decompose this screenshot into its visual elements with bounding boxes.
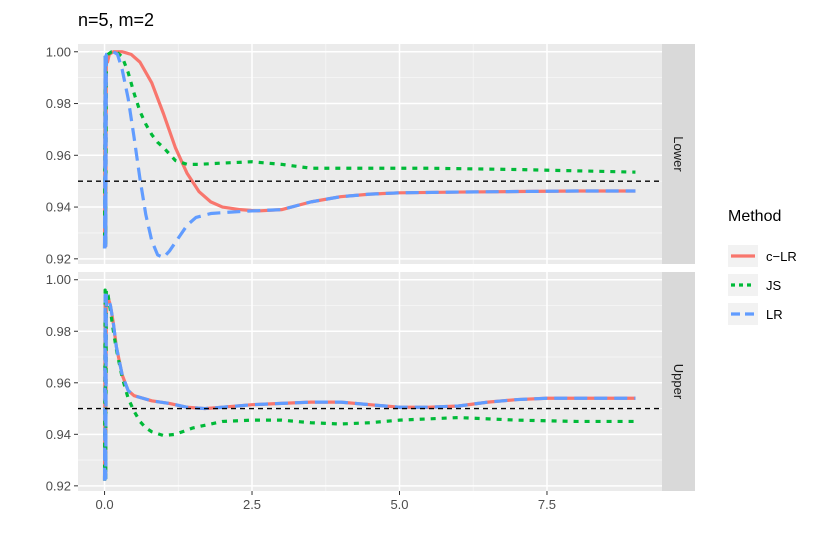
facet-strip <box>662 272 695 491</box>
y-tick-label: 0.92 <box>46 251 71 266</box>
y-tick-label: 0.96 <box>46 375 71 390</box>
y-tick-label: 1.00 <box>46 44 71 59</box>
x-axis: 0.0 2.5 5.0 7.5 <box>96 491 556 512</box>
series-line-js <box>102 50 636 249</box>
x-tick-label: 0.0 <box>96 497 114 512</box>
y-tick-label: 0.96 <box>46 148 71 163</box>
legend: Method c−LR JS LR <box>728 208 797 325</box>
facet-strip-label: Upper <box>671 364 686 400</box>
y-tick-label: 0.98 <box>46 96 71 111</box>
facet-strip <box>662 44 695 264</box>
legend-label-c-lr: c−LR <box>766 249 797 264</box>
x-tick-label: 2.5 <box>243 497 261 512</box>
legend-label-js: JS <box>766 278 782 293</box>
series-line-lr <box>102 293 636 481</box>
y-tick-label: 0.94 <box>46 427 71 442</box>
x-tick-label: 5.0 <box>390 497 408 512</box>
legend-title: Method <box>728 208 781 225</box>
y-tick-label: 0.98 <box>46 324 71 339</box>
facet-strip-label: Lower <box>671 136 686 172</box>
panel-background <box>78 272 662 491</box>
chart-title: n=5, m=2 <box>78 10 154 30</box>
y-tick-label: 0.92 <box>46 478 71 493</box>
series-line-lr <box>102 50 636 260</box>
panel-background <box>78 44 662 264</box>
y-tick-label: 0.94 <box>46 200 71 215</box>
y-tick-label: 1.00 <box>46 272 71 287</box>
legend-label-lr: LR <box>766 307 783 322</box>
legend-key-box <box>728 303 758 325</box>
panel-lower: 0.92 0.94 0.96 0.98 1.00 Lower <box>46 44 695 266</box>
panel-upper: 0.92 0.94 0.96 0.98 1.00 Upper <box>46 272 695 493</box>
x-tick-label: 7.5 <box>538 497 556 512</box>
series-line-c-lr <box>102 50 636 249</box>
